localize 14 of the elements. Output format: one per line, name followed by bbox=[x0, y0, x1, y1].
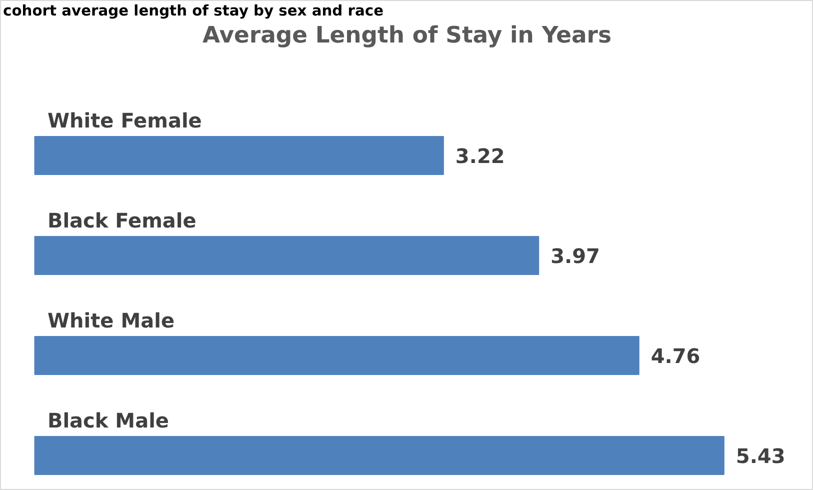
data-label: 3.22 bbox=[455, 144, 505, 168]
data-label: 3.97 bbox=[550, 244, 600, 268]
text: cohort average length of stay by sex and race bbox=[3, 2, 384, 20]
data-label: 5.43 bbox=[736, 444, 786, 468]
y-tick-label: Black Female bbox=[47, 208, 196, 232]
data-label: 4.76 bbox=[650, 344, 700, 368]
bar bbox=[34, 436, 724, 475]
y-tick-label: White Female bbox=[47, 108, 202, 132]
bar bbox=[34, 236, 540, 275]
chart-title: Average Length of Stay in Years bbox=[202, 22, 612, 48]
bar bbox=[34, 136, 444, 175]
bar bbox=[34, 336, 640, 375]
y-tick-label: Black Male bbox=[47, 408, 170, 432]
y-tick-label: White Male bbox=[47, 308, 175, 332]
